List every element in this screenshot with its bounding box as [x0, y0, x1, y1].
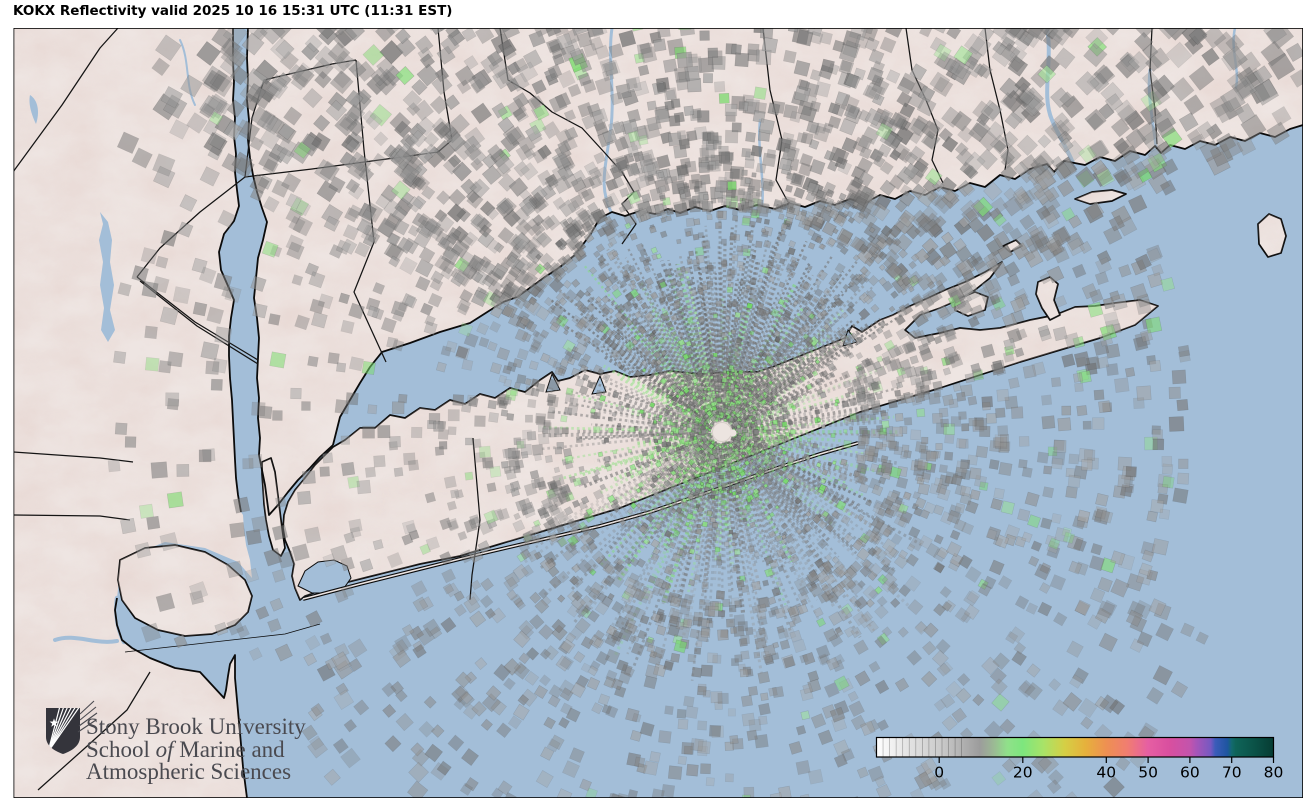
branding-text: Stony Brook University School of Marine …: [86, 714, 306, 784]
radar-site-marker: [712, 422, 737, 442]
branding-line-2: School of Marine and: [86, 736, 285, 762]
sbu-shield-logo: [46, 700, 98, 754]
figure-title: KOKX Reflectivity valid 2025 10 16 15:31…: [13, 3, 453, 19]
reflectivity-clutter-layer: [107, 28, 1303, 798]
branding-line-3: Atmospheric Sciences: [86, 759, 292, 784]
reflectivity-colorbar: 0 20 40 50 60 70 80: [875, 736, 1283, 782]
branding-line-1: Stony Brook University: [86, 714, 306, 739]
